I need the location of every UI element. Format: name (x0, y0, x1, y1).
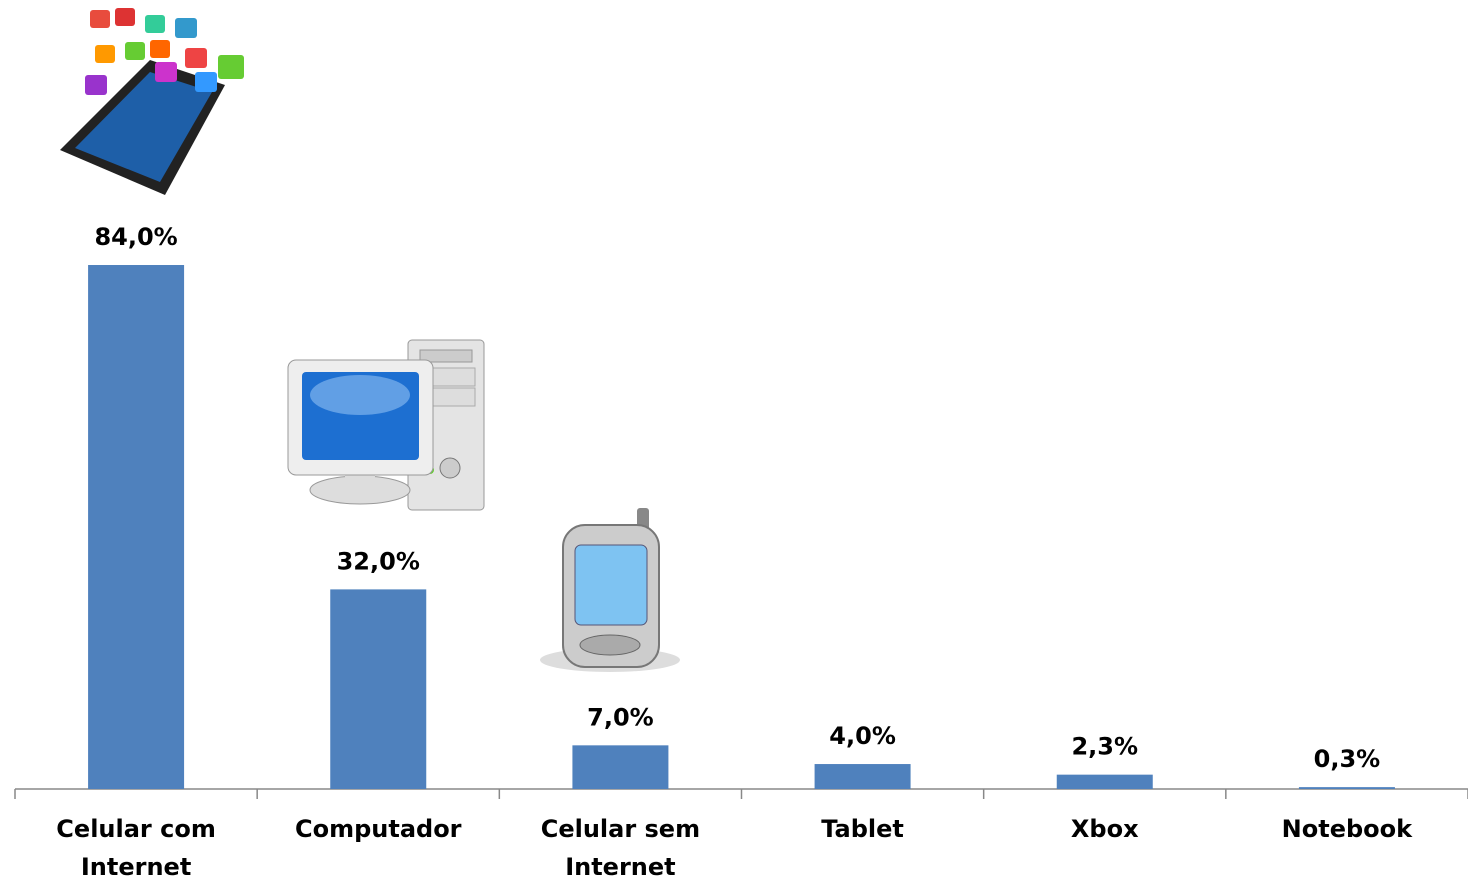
bar (88, 265, 185, 789)
bar (572, 745, 669, 789)
x-tick-label: Xbox (1070, 815, 1139, 843)
bar (1056, 774, 1153, 789)
value-label: 32,0% (337, 547, 420, 575)
x-tick-label: Celular com Internet (56, 815, 216, 881)
x-tick-label: Notebook (1281, 815, 1413, 843)
computer-icon (287, 339, 485, 511)
value-label: 7,0% (587, 703, 654, 731)
value-label: 2,3% (1071, 733, 1138, 761)
bar (814, 764, 911, 789)
bar (330, 589, 427, 789)
value-label: 84,0% (94, 223, 177, 251)
value-label: 4,0% (829, 722, 896, 750)
phone-icon (540, 508, 680, 672)
smartphone-icon (60, 8, 244, 195)
bar (1298, 787, 1395, 789)
value-label: 0,3% (1314, 745, 1381, 773)
x-tick-label: Tablet (821, 815, 904, 843)
x-tick-label: Celular sem Internet (540, 815, 701, 881)
x-tick-label: Computador (294, 815, 462, 843)
